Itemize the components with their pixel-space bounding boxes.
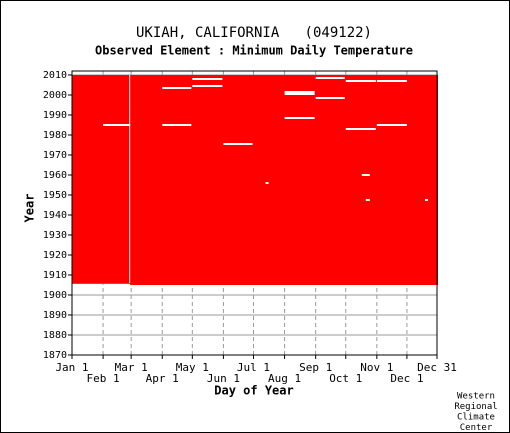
missing-data xyxy=(361,174,370,176)
missing-data xyxy=(424,199,428,201)
missing-data xyxy=(376,124,407,126)
plot-area xyxy=(68,70,438,359)
missing-data xyxy=(129,75,131,283)
y-tick-label: 1870 xyxy=(43,350,67,361)
y-tick-label: 1920 xyxy=(43,250,67,261)
x-tick-label: Jul 1 xyxy=(237,361,270,374)
y-tick-label: 1940 xyxy=(43,210,67,221)
y-tick-label: 1910 xyxy=(43,270,67,281)
missing-data xyxy=(192,85,223,87)
x-axis-label: Day of Year xyxy=(214,384,293,398)
y-axis-label: Year xyxy=(23,194,37,223)
x-tick-label: Mar 1 xyxy=(115,361,148,374)
y-tick-label: 2010 xyxy=(43,70,67,81)
missing-data xyxy=(223,143,253,145)
credit-line: Climate xyxy=(457,413,495,423)
missing-data xyxy=(345,80,376,82)
x-tick-label: Jun 1 xyxy=(207,372,240,385)
y-tick-label: 1980 xyxy=(43,130,67,141)
missing-data xyxy=(265,182,269,184)
y-tick-label: 1880 xyxy=(43,330,67,341)
credit-line: Regional xyxy=(454,402,497,412)
credit-line: Western xyxy=(457,392,495,402)
x-tick-label: Jan 1 xyxy=(55,361,88,374)
credit-line: Center xyxy=(460,423,493,433)
y-tick-label: 2000 xyxy=(43,90,67,101)
x-tick-label: Nov 1 xyxy=(360,361,393,374)
missing-data xyxy=(192,78,223,80)
missing-data xyxy=(284,117,315,119)
chart-subtitle: Observed Element : Minimum Daily Tempera… xyxy=(95,44,413,58)
x-tick-label: Feb 1 xyxy=(87,372,120,385)
x-tick-label: Dec 31 xyxy=(417,361,457,374)
y-tick-label: 1930 xyxy=(43,230,67,241)
x-tick-label: Dec 1 xyxy=(390,372,423,385)
missing-data xyxy=(315,77,345,79)
y-tick-label: 1970 xyxy=(43,150,67,161)
x-tick-label: Sep 1 xyxy=(299,361,332,374)
record-block xyxy=(72,75,132,284)
missing-data xyxy=(162,87,192,89)
missing-data xyxy=(103,124,131,126)
record-block xyxy=(130,75,438,285)
y-tick-label: 1950 xyxy=(43,190,67,201)
y-tick-label: 1990 xyxy=(43,110,67,121)
missing-data xyxy=(345,128,376,130)
chart-title: UKIAH, CALIFORNIA (049122) xyxy=(136,25,372,41)
y-tick-label: 1900 xyxy=(43,290,67,301)
missing-data xyxy=(284,91,315,95)
missing-data xyxy=(376,80,407,82)
y-tick-label: 1890 xyxy=(43,310,67,321)
x-tick-label: May 1 xyxy=(176,361,209,374)
x-tick-label: Apr 1 xyxy=(146,372,179,385)
x-tick-label: Oct 1 xyxy=(329,372,362,385)
y-tick-label: 1960 xyxy=(43,170,67,181)
missing-data xyxy=(162,124,192,126)
missing-data xyxy=(365,199,370,201)
x-tick-label: Aug 1 xyxy=(268,372,301,385)
plot-frame xyxy=(71,70,438,356)
missing-data xyxy=(315,97,345,99)
